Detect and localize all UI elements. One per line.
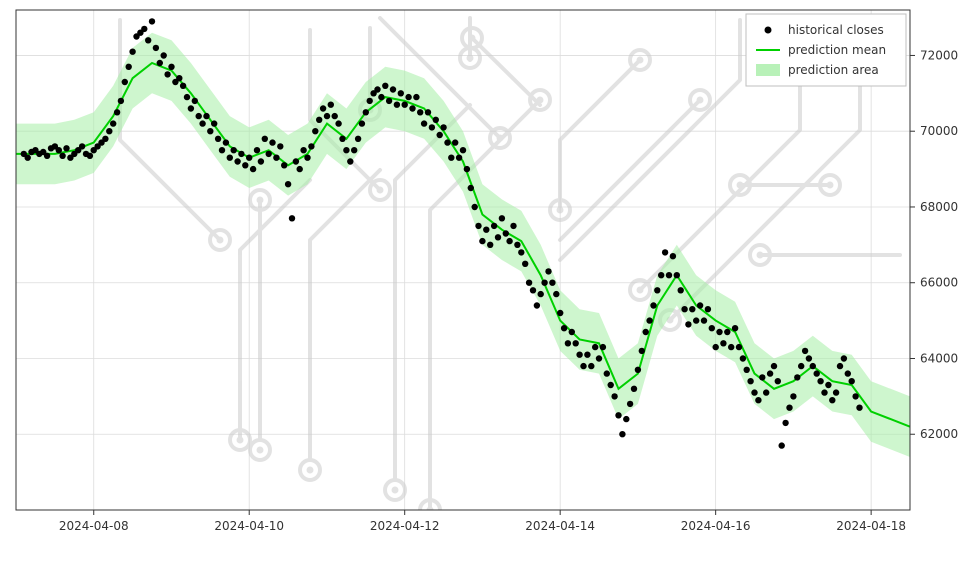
y-tick-label: 68000 <box>920 200 958 214</box>
x-tick-label: 2024-04-14 <box>525 519 595 533</box>
y-tick-label: 70000 <box>920 124 958 138</box>
x-tick-label: 2024-04-12 <box>370 519 440 533</box>
y-tick-label: 72000 <box>920 48 958 62</box>
y-tick-label: 64000 <box>920 351 958 365</box>
x-tick-label: 2024-04-10 <box>214 519 284 533</box>
legend: historical closes prediction mean predicti… <box>746 14 906 86</box>
price-prediction-chart: 2024-04-08 2024-04-10 2024-04-12 2024-04-14… <box>0 0 970 570</box>
legend-label: prediction area <box>788 63 879 77</box>
legend-label: prediction mean <box>788 43 886 57</box>
x-tick-label: 2024-04-16 <box>681 519 751 533</box>
x-tick-label: 2024-04-08 <box>59 519 129 533</box>
y-tick-label: 62000 <box>920 427 958 441</box>
chart-svg: 2024-04-08 2024-04-10 2024-04-12 2024-04-14… <box>0 0 970 570</box>
legend-label: historical closes <box>788 23 884 37</box>
y-tick-label: 66000 <box>920 276 958 290</box>
x-tick-label: 2024-04-18 <box>836 519 906 533</box>
